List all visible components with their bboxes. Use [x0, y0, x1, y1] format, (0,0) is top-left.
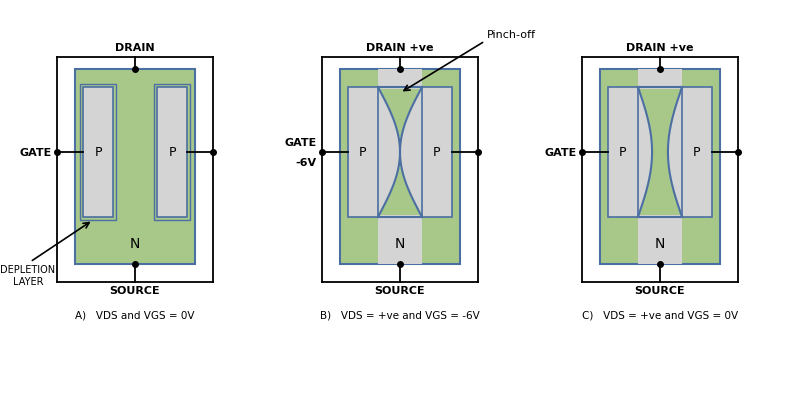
Text: GATE: GATE — [285, 138, 317, 147]
Bar — [80, 85, 116, 221]
Text: DRAIN +ve: DRAIN +ve — [366, 43, 434, 53]
Text: DEPLETION
LAYER: DEPLETION LAYER — [1, 264, 55, 286]
Text: SOURCE: SOURCE — [374, 285, 426, 295]
Text: N: N — [395, 237, 405, 251]
Text: GATE: GATE — [20, 147, 52, 158]
Bar — [422, 88, 452, 218]
Text: DRAIN +ve: DRAIN +ve — [626, 43, 694, 53]
Text: P: P — [359, 146, 366, 159]
Bar — [83, 88, 113, 218]
Text: DRAIN: DRAIN — [115, 43, 155, 53]
Bar — [638, 70, 682, 90]
Polygon shape — [638, 88, 652, 218]
Bar — [608, 88, 638, 218]
Bar — [600, 70, 720, 264]
Text: SOURCE: SOURCE — [634, 285, 686, 295]
Polygon shape — [668, 88, 682, 218]
Text: P: P — [94, 146, 102, 159]
Text: SOURCE: SOURCE — [110, 285, 160, 295]
Text: P: P — [168, 146, 176, 159]
Text: B)   VDS = +ve and VGS = -6V: B) VDS = +ve and VGS = -6V — [320, 310, 480, 320]
Bar — [157, 88, 187, 218]
Bar — [340, 70, 460, 264]
Text: P: P — [434, 146, 441, 159]
Polygon shape — [378, 88, 400, 218]
Bar — [154, 85, 190, 221]
Text: N: N — [130, 237, 140, 251]
Text: Pinch-off: Pinch-off — [487, 30, 536, 40]
Bar — [75, 70, 195, 264]
Bar — [682, 88, 712, 218]
Bar — [348, 88, 378, 218]
Bar — [638, 216, 682, 264]
Text: P: P — [619, 146, 626, 159]
Text: -6V: -6V — [296, 158, 317, 168]
Bar — [378, 216, 422, 264]
Bar — [378, 70, 422, 90]
Text: P: P — [694, 146, 701, 159]
Text: N: N — [655, 237, 665, 251]
Text: GATE: GATE — [545, 147, 577, 158]
Text: C)   VDS = +ve and VGS = 0V: C) VDS = +ve and VGS = 0V — [582, 310, 738, 320]
Text: A)   VDS and VGS = 0V: A) VDS and VGS = 0V — [75, 310, 194, 320]
Polygon shape — [400, 88, 422, 218]
